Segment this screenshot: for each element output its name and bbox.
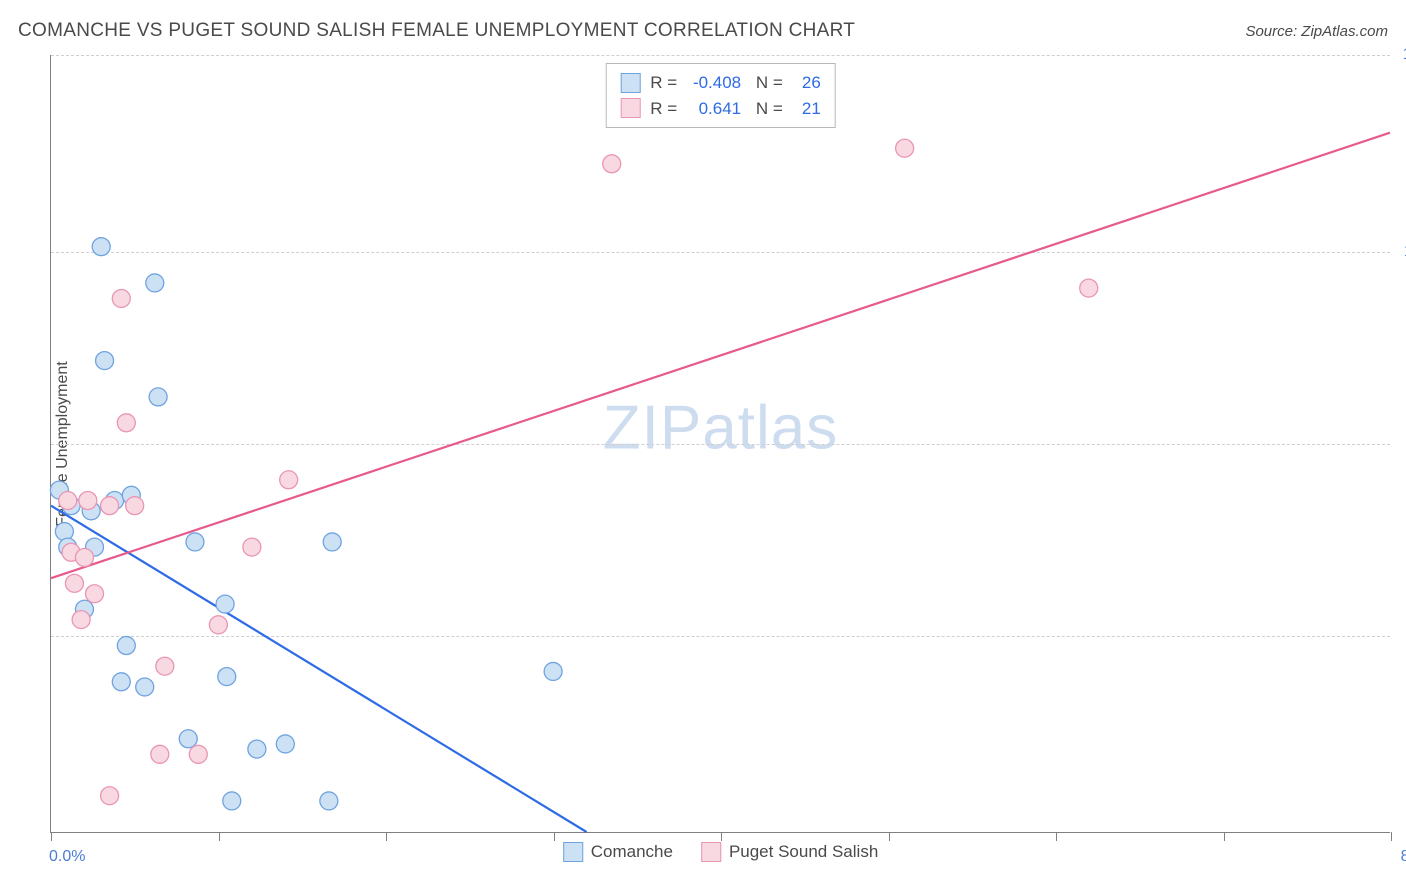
data-point	[280, 471, 298, 489]
x-tick	[219, 832, 220, 841]
data-point	[218, 668, 236, 686]
x-tick	[386, 832, 387, 841]
data-point	[320, 792, 338, 810]
data-point	[146, 274, 164, 292]
data-point	[101, 497, 119, 515]
x-tick	[1224, 832, 1225, 841]
data-point	[156, 657, 174, 675]
data-point	[101, 787, 119, 805]
stats-row-comanche: R = -0.408 N = 26	[620, 70, 821, 96]
x-tick	[1056, 832, 1057, 841]
source-attribution: Source: ZipAtlas.com	[1245, 23, 1388, 40]
data-point	[92, 238, 110, 256]
data-point	[186, 533, 204, 551]
data-point	[151, 745, 169, 763]
data-point	[112, 289, 130, 307]
x-min-label: 0.0%	[49, 848, 85, 866]
x-tick	[889, 832, 890, 841]
stats-row-salish: R = 0.641 N = 21	[620, 96, 821, 122]
data-point	[86, 585, 104, 603]
data-point	[117, 637, 135, 655]
chart-title: COMANCHE VS PUGET SOUND SALISH FEMALE UN…	[18, 20, 855, 42]
series-legend: Comanche Puget Sound Salish	[563, 842, 879, 862]
x-tick	[554, 832, 555, 841]
data-point	[276, 735, 294, 753]
data-point	[896, 139, 914, 157]
data-point	[216, 595, 234, 613]
n-value-salish: 21	[793, 96, 821, 122]
data-point	[243, 538, 261, 556]
y-tick-label: 15.0%	[1403, 46, 1406, 64]
legend-label: Comanche	[591, 842, 673, 862]
swatch-comanche	[563, 842, 583, 862]
data-point	[248, 740, 266, 758]
plot-area: Female Unemployment ZIPatlas 3.8%7.5%11.…	[50, 55, 1390, 833]
data-point	[126, 497, 144, 515]
swatch-comanche	[620, 73, 640, 93]
x-max-label: 80.0%	[1401, 848, 1406, 866]
data-point	[96, 352, 114, 370]
data-point	[189, 745, 207, 763]
legend-item-comanche: Comanche	[563, 842, 673, 862]
data-point	[72, 611, 90, 629]
data-point	[59, 491, 77, 509]
legend-item-salish: Puget Sound Salish	[701, 842, 878, 862]
data-point	[117, 414, 135, 432]
x-tick	[51, 832, 52, 841]
x-tick	[721, 832, 722, 841]
data-point	[179, 730, 197, 748]
regression-line	[51, 133, 1390, 578]
r-value-comanche: -0.408	[687, 70, 741, 96]
data-point	[603, 155, 621, 173]
swatch-salish	[620, 98, 640, 118]
legend-label: Puget Sound Salish	[729, 842, 878, 862]
data-point	[149, 388, 167, 406]
swatch-salish	[701, 842, 721, 862]
data-point	[79, 491, 97, 509]
data-point	[55, 523, 73, 541]
n-value-comanche: 26	[793, 70, 821, 96]
data-point	[223, 792, 241, 810]
data-point	[1080, 279, 1098, 297]
data-point	[209, 616, 227, 634]
scatter-plot	[51, 55, 1390, 832]
r-value-salish: 0.641	[687, 96, 741, 122]
data-point	[112, 673, 130, 691]
data-point	[544, 662, 562, 680]
x-tick	[1391, 832, 1392, 841]
data-point	[323, 533, 341, 551]
stats-legend-box: R = -0.408 N = 26 R = 0.641 N = 21	[605, 63, 836, 128]
regression-line	[51, 506, 587, 832]
data-point	[136, 678, 154, 696]
data-point	[65, 574, 83, 592]
data-point	[75, 548, 93, 566]
